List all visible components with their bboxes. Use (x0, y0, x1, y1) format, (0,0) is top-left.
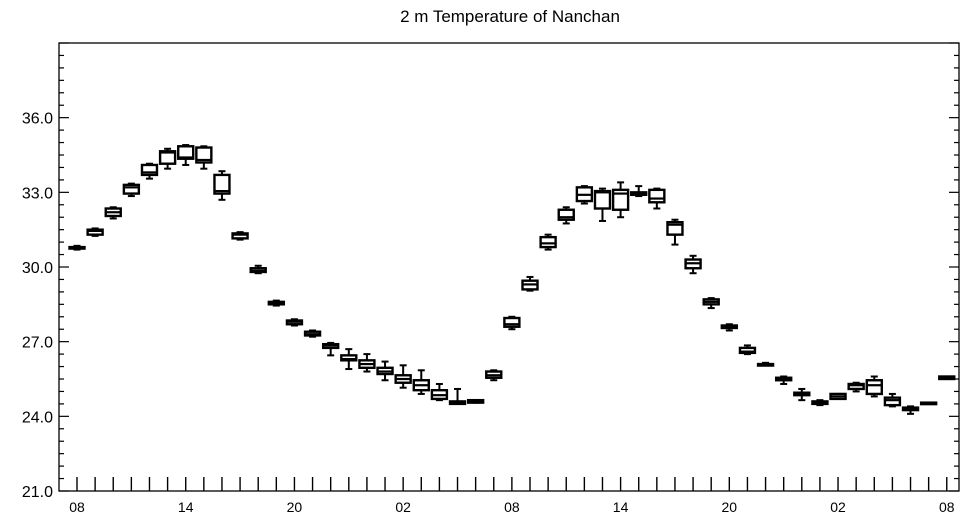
box-hour-15 (340, 348, 358, 371)
plot-frame (58, 42, 960, 492)
y-tick-label: 33.0 (22, 185, 53, 202)
x-tick-label: 08 (504, 499, 520, 515)
box-hour-30 (611, 181, 630, 219)
box-hour-46 (901, 405, 920, 415)
box-hour-12 (285, 318, 304, 327)
box-hour-21 (448, 387, 467, 406)
x-tick-label: 20 (287, 499, 303, 515)
box-hour-26 (539, 233, 557, 251)
iqr-box (213, 173, 231, 195)
box-hour-11 (267, 299, 286, 307)
box-hour-6 (177, 144, 195, 166)
box-hour-32 (648, 187, 666, 210)
box-hour-22 (466, 398, 485, 404)
box-hour-27 (557, 206, 575, 225)
box-hour-29 (593, 187, 612, 222)
chart-title: 2 m Temperature of Nanchan (400, 7, 620, 26)
x-tick-label: 14 (613, 499, 629, 515)
iqr-box (503, 316, 521, 328)
y-tick-label: 21.0 (22, 484, 53, 501)
iqr-box (738, 346, 757, 355)
iqr-box (231, 232, 249, 240)
box-hour-47 (919, 401, 938, 406)
y-tick-label: 24.0 (22, 409, 53, 426)
x-axis: 08 14 20 02 08 14 20 02 08 (69, 477, 955, 515)
iqr-box (158, 150, 177, 165)
box-hour-10 (249, 264, 267, 275)
iqr-box (140, 163, 159, 177)
box-hour-8 (213, 170, 231, 201)
box-hour-5 (158, 147, 177, 170)
box-hour-9 (231, 231, 249, 241)
box-hour-38 (756, 361, 775, 367)
box-hour-24 (503, 315, 521, 331)
box-hour-7 (195, 145, 213, 170)
iqr-box (195, 146, 213, 164)
box-hour-1 (86, 227, 104, 237)
iqr-box (557, 208, 575, 221)
box-hour-2 (104, 206, 122, 220)
box-hour-17 (376, 360, 394, 382)
box-hour-43 (847, 381, 865, 393)
box-hour-34 (684, 254, 702, 275)
box-hour-14 (321, 341, 340, 357)
iqr-box (86, 228, 104, 236)
box-hour-41 (811, 399, 829, 407)
iqr-box (883, 396, 902, 407)
y-tick-label: 30.0 (22, 260, 53, 277)
iqr-box (611, 188, 630, 211)
x-tick-label: 08 (69, 499, 85, 515)
box-hour-37 (738, 344, 757, 356)
box-hour-23 (485, 369, 503, 382)
y-tick-label: 36.0 (22, 111, 53, 128)
iqr-box (122, 183, 141, 195)
box-hour-45 (883, 392, 902, 408)
iqr-box (593, 189, 612, 210)
box-hour-18 (394, 364, 412, 389)
box-hour-44 (865, 375, 883, 398)
x-tick-label: 08 (939, 499, 955, 515)
box-hour-35 (702, 297, 720, 310)
box-series (68, 144, 956, 415)
box-hour-4 (140, 162, 159, 180)
iqr-box (340, 354, 358, 362)
box-hour-0 (68, 244, 86, 251)
box-hour-28 (575, 185, 594, 205)
box-hour-33 (666, 218, 684, 246)
box-hour-13 (303, 329, 322, 338)
box-hour-40 (793, 387, 811, 402)
x-tick-label: 02 (395, 499, 411, 515)
box-hour-39 (774, 375, 793, 385)
y-tick-label: 27.0 (22, 335, 53, 352)
box-hour-48 (938, 375, 956, 381)
y-axis: 21.0 24.0 27.0 30.0 33.0 36.0 (22, 42, 959, 501)
box-hour-19 (412, 369, 430, 395)
x-tick-label: 02 (830, 499, 846, 515)
iqr-box (865, 379, 883, 396)
box-hour-36 (720, 323, 739, 332)
box-hour-31 (630, 185, 648, 198)
x-tick-label: 20 (722, 499, 738, 515)
iqr-box (177, 145, 195, 160)
box-hour-16 (358, 353, 376, 373)
x-tick-label: 14 (178, 499, 194, 515)
box-hour-25 (521, 275, 539, 292)
iqr-box (539, 235, 557, 249)
iqr-box (648, 188, 666, 204)
box-hour-20 (430, 382, 449, 402)
box-hour-3 (122, 182, 141, 198)
box-hour-42 (829, 392, 847, 401)
iqr-box (847, 382, 865, 391)
